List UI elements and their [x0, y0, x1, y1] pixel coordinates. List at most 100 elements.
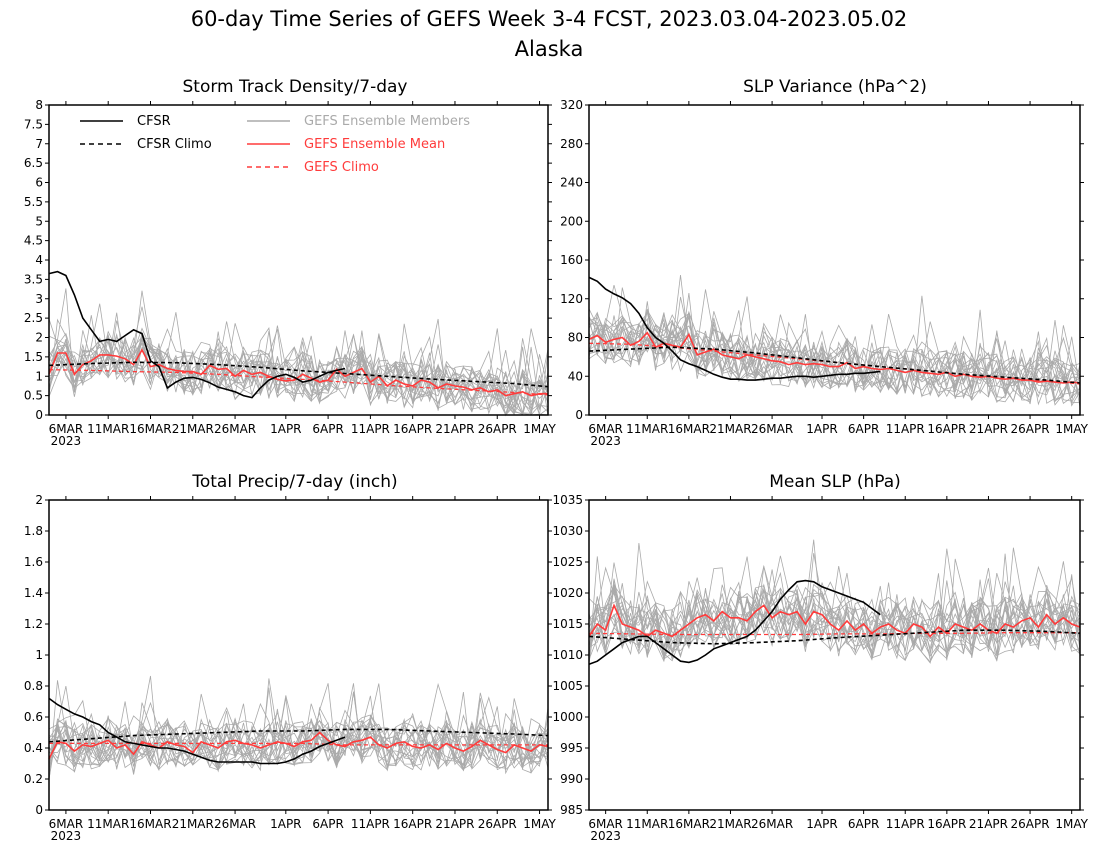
ensemble-member-line — [588, 296, 1081, 407]
x-tick-label: 1MAY — [523, 422, 556, 436]
legend: CFSR CFSR Climo GEFS Ensemble Members GE… — [80, 114, 470, 175]
x-tick-label: 21MAR — [172, 422, 214, 436]
cfsr-climo-line — [48, 728, 549, 743]
y-tick-label: 6.5 — [24, 156, 43, 170]
y-tick-label: 8 — [35, 98, 43, 112]
y-tick-label: 1.4 — [24, 586, 43, 600]
y-tick-label: 3 — [35, 292, 43, 306]
x-tick-label: 26MAR — [214, 817, 256, 831]
ensemble-member-line — [48, 699, 549, 767]
x-tick-label: 16APR — [927, 817, 966, 831]
cfsr-climo-line — [588, 629, 1081, 645]
x-tick-label: 16APR — [393, 422, 432, 436]
x-tick-label: 11MAR — [87, 422, 129, 436]
x-tick-label: 21APR — [969, 817, 1008, 831]
x-year-label: 2023 — [590, 434, 621, 448]
y-tick-label: 0.4 — [24, 741, 43, 755]
x-tick-label: 26MAR — [214, 422, 256, 436]
ensemble-member-line — [588, 293, 1081, 400]
x-tick-label: 6APR — [848, 422, 879, 436]
y-tick-label: 985 — [560, 803, 583, 817]
cfsr-line — [48, 697, 346, 765]
y-tick-label: 120 — [560, 292, 583, 306]
x-tick-label: 1APR — [806, 817, 837, 831]
x-year-label: 2023 — [51, 434, 82, 448]
y-tick-label: 2 — [35, 493, 43, 507]
x-tick-label: 21APR — [435, 817, 474, 831]
y-tick-label: 0.2 — [24, 772, 43, 786]
y-tick-label: 1.6 — [24, 555, 43, 569]
ensemble-mean-line — [48, 348, 548, 397]
x-tick-label: 1APR — [270, 817, 301, 831]
x-tick-label: 11APR — [886, 422, 925, 436]
y-tick-label: 1020 — [552, 586, 583, 600]
panel-title: Mean SLP (hPa) — [769, 472, 901, 492]
y-tick-label: 280 — [560, 137, 583, 151]
x-tick-label: 26MAR — [751, 422, 793, 436]
x-tick-label: 26APR — [1011, 817, 1050, 831]
panel-slp-variance: SLP Variance (hPa^2) 0 40 80 120 160 200 240 28… — [560, 77, 1089, 448]
y-tick-label: 6 — [35, 176, 43, 190]
y-tick-label: 1015 — [552, 617, 583, 631]
ensemble-member-line — [588, 295, 1081, 403]
y-tick-label: 3.5 — [24, 272, 43, 286]
legend-gefs-climo-label: GEFS Climo — [304, 160, 379, 175]
y-tick-label: 7.5 — [24, 117, 43, 131]
y-tick-label: 1000 — [552, 710, 583, 724]
y-tick-label: 0 — [575, 408, 583, 422]
ensemble-member-line — [588, 312, 1081, 406]
panel-title: SLP Variance (hPa^2) — [743, 77, 927, 97]
y-tick-label: 7 — [35, 137, 43, 151]
ensemble-member-line — [588, 309, 1081, 404]
y-tick-label: 1010 — [552, 648, 583, 662]
y-tick-label: 320 — [560, 98, 583, 112]
ensemble-member-line — [588, 548, 1081, 661]
y-tick-label: 0.8 — [24, 679, 43, 693]
legend-cfsr-climo-label: CFSR Climo — [137, 137, 212, 152]
ensemble-member-line — [48, 703, 549, 771]
y-tick-label: 80 — [568, 331, 583, 345]
y-tick-label: 0.6 — [24, 710, 43, 724]
y-tick-label: 0.5 — [24, 389, 43, 403]
x-tick-label: 11MAR — [87, 817, 129, 831]
panel-mean-slp: Mean SLP (hPa) 985 990 995 1000 1005 1010 1015… — [552, 472, 1088, 843]
ensemble-member-line — [588, 581, 1081, 659]
ensemble-member-line — [48, 288, 549, 416]
y-tick-label: 2.5 — [24, 311, 43, 325]
x-tick-label: 26APR — [1011, 422, 1050, 436]
y-tick-label: 240 — [560, 176, 583, 190]
panel-title: Storm Track Density/7-day — [183, 77, 408, 97]
y-tick-label: 1025 — [552, 555, 583, 569]
y-tick-label: 0 — [35, 408, 43, 422]
legend-ens-mean-label: GEFS Ensemble Mean — [304, 137, 445, 152]
x-tick-label: 1MAY — [1055, 422, 1088, 436]
cfsr-line — [588, 276, 881, 381]
cfsr-climo-line — [48, 361, 549, 388]
ensemble-member-line — [48, 714, 549, 771]
x-tick-label: 1APR — [806, 422, 837, 436]
x-tick-label: 21MAR — [172, 817, 214, 831]
x-tick-label: 21MAR — [709, 817, 751, 831]
y-tick-label: 2 — [35, 331, 43, 345]
x-tick-label: 6APR — [312, 817, 343, 831]
x-tick-label: 1MAY — [523, 817, 556, 831]
y-tick-label: 1.8 — [24, 524, 43, 538]
y-tick-label: 990 — [560, 772, 583, 786]
y-tick-label: 5.5 — [24, 195, 43, 209]
x-tick-label: 16MAR — [668, 817, 710, 831]
ensemble-member-line — [48, 306, 549, 414]
x-tick-label: 6APR — [848, 817, 879, 831]
y-tick-label: 995 — [560, 741, 583, 755]
panel-storm-track: Storm Track Density/7-day 0 0.5 1 1.5 2 2.5 3 3… — [24, 77, 557, 448]
x-year-label: 2023 — [51, 829, 82, 843]
x-tick-label: 11MAR — [626, 817, 668, 831]
y-tick-label: 1.2 — [24, 617, 43, 631]
x-tick-label: 16MAR — [668, 422, 710, 436]
y-tick-label: 1005 — [552, 679, 583, 693]
ensemble-member-line — [588, 567, 1081, 662]
figure-title: 60-day Time Series of GEFS Week 3-4 FCST… — [191, 7, 908, 31]
y-tick-label: 1 — [35, 369, 43, 383]
x-tick-label: 16MAR — [129, 817, 171, 831]
ensemble-member-line — [48, 323, 549, 415]
x-tick-label: 16APR — [927, 422, 966, 436]
